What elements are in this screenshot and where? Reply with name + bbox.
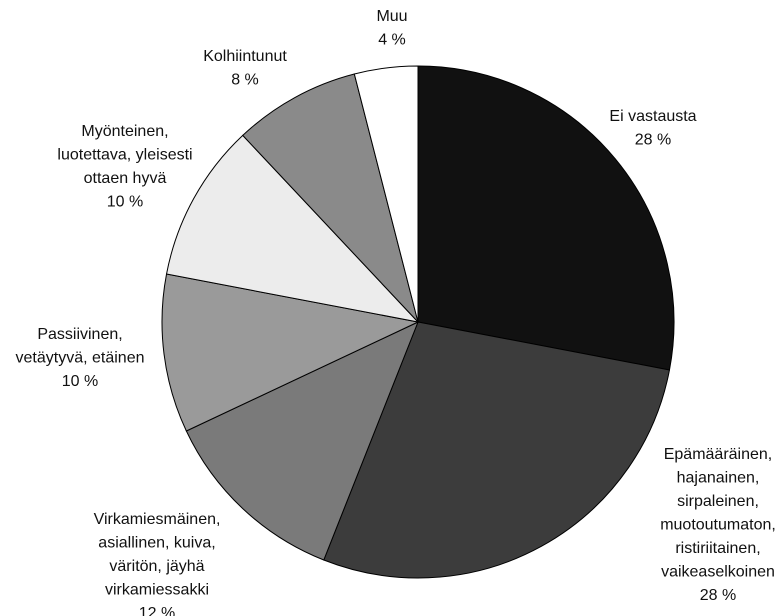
- pie-slice: [242, 73, 419, 323]
- pie-slice: [185, 321, 419, 561]
- slice-label: hajanainen,: [677, 470, 760, 487]
- slice-label: virkamiessakki: [105, 582, 209, 599]
- value-label: 28 %: [700, 587, 736, 604]
- value-label: 8 %: [231, 72, 259, 89]
- slice-label: luotettava, yleisesti: [57, 147, 192, 164]
- value-label: 28 %: [635, 132, 671, 149]
- slice-label: Ei vastausta: [609, 108, 696, 125]
- slice-label: muotoutumaton,: [660, 517, 776, 534]
- value-label: 4 %: [378, 32, 406, 49]
- slice-label: sirpaleinen,: [677, 493, 759, 510]
- slice-label: Muu: [376, 8, 407, 25]
- slice-label: väritön, jäyhä: [109, 558, 204, 575]
- slice-label: vaikeaselkoinen: [661, 564, 775, 581]
- slice-label: Kolhiintunut: [203, 48, 287, 65]
- slice-label: ristiriitainen,: [675, 540, 760, 557]
- value-label: 10 %: [107, 194, 143, 211]
- slice-label: Epämääräinen,: [664, 446, 773, 463]
- slice-label: Virkamiesmäinen,: [94, 511, 221, 528]
- slice-label: Passiivinen,: [37, 326, 122, 343]
- pie-slice: [323, 321, 671, 579]
- slice-label: asiallinen, kuiva,: [98, 535, 215, 552]
- pie-slice: [165, 134, 420, 323]
- value-label: 12 %: [139, 605, 175, 616]
- pie-slice: [161, 273, 420, 432]
- value-label: 10 %: [62, 373, 98, 390]
- pie-slice: [417, 65, 675, 371]
- slice-label: Myönteinen,: [81, 123, 168, 140]
- slice-label: vetäytyvä, etäinen: [16, 350, 145, 367]
- pie-slice: [353, 65, 419, 323]
- slice-label: ottaen hyvä: [84, 170, 167, 187]
